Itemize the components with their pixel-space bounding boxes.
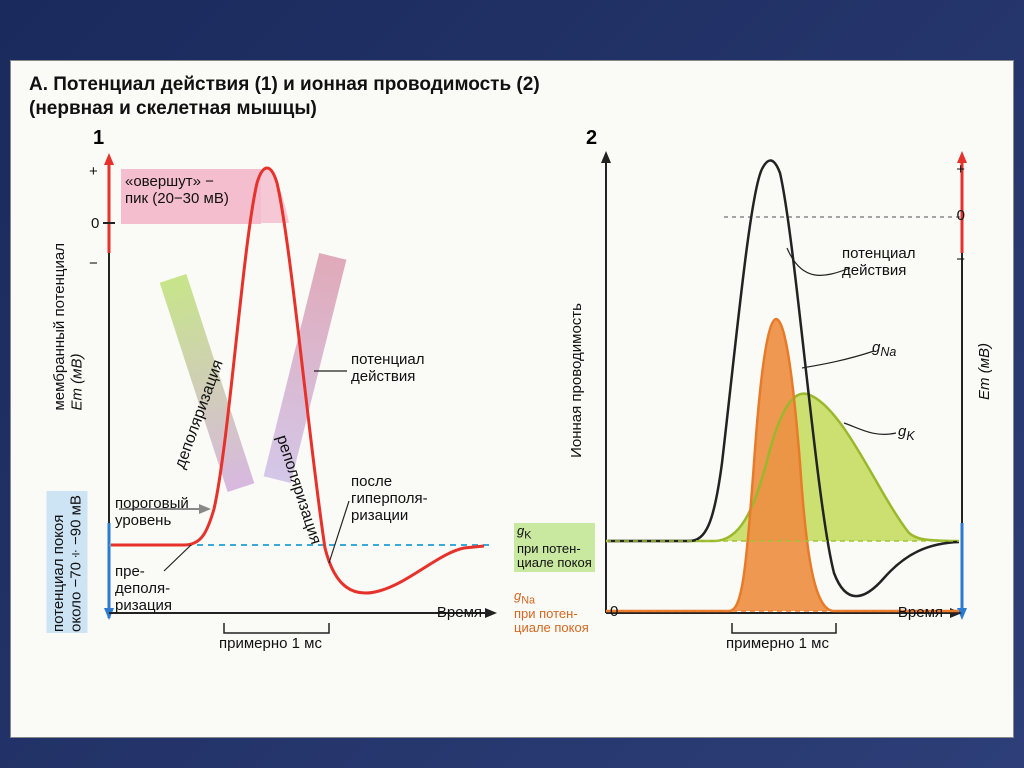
gna-rest-label: gNaпри потен-циале покоя	[514, 589, 589, 637]
chart-1: 1	[29, 133, 510, 725]
title-line-1: А. Потенциал действия (1) и ионная прово…	[29, 74, 540, 95]
title-line-2: (нервная и скелетная мышцы)	[29, 98, 317, 119]
y-label-1: мембранный потенциал Em (мВ)	[51, 243, 86, 411]
x-zero-2: 0	[610, 603, 618, 620]
y-minus-2: −	[956, 251, 965, 268]
gk-rest-label: gKпри потен-циале покоя	[514, 523, 595, 573]
timespan-1: примерно 1 мс	[219, 635, 322, 652]
timespan-2: примерно 1 мс	[726, 635, 829, 652]
xlabel-1: Время	[437, 604, 482, 621]
threshold-label: пороговый уровень	[115, 495, 189, 530]
y-plus-2: +	[956, 161, 965, 178]
y-minus-1: −	[89, 255, 98, 272]
predepol-label: пре- деполя- ризация	[115, 563, 172, 615]
yright-label-2: Em (мВ)	[976, 343, 993, 400]
y-zero-2: 0	[957, 207, 965, 224]
chart-2: 2 + 0 −	[514, 133, 995, 725]
page-frame: А. Потенциал действия (1) и ионная прово…	[0, 0, 1024, 768]
figure-panel: А. Потенциал действия (1) и ионная прово…	[10, 60, 1014, 738]
overshoot-label: «овершут» − пик (20−30 мВ)	[125, 173, 229, 208]
ap-label-1: потенциал действия	[351, 351, 425, 386]
resting-label: потенциал покоя около −70÷−90 мВ	[47, 491, 88, 633]
y-zero-1: 0	[91, 215, 99, 232]
gk-label: gK	[898, 423, 915, 443]
chart-2-svg	[514, 133, 1014, 673]
yleft-label-2: Ионная проводимость	[568, 303, 585, 458]
ap-label-2: потенциал действия	[842, 245, 916, 280]
chart-1-svg	[29, 133, 529, 673]
xlabel-2: Время	[898, 604, 943, 621]
y-plus-1: +	[89, 163, 98, 180]
figure-title: А. Потенциал действия (1) и ионная прово…	[29, 73, 995, 121]
gna-label: gNa	[872, 339, 896, 359]
charts-row: 1	[29, 133, 995, 725]
afterhyper-label: после гиперполя- ризации	[351, 473, 428, 525]
